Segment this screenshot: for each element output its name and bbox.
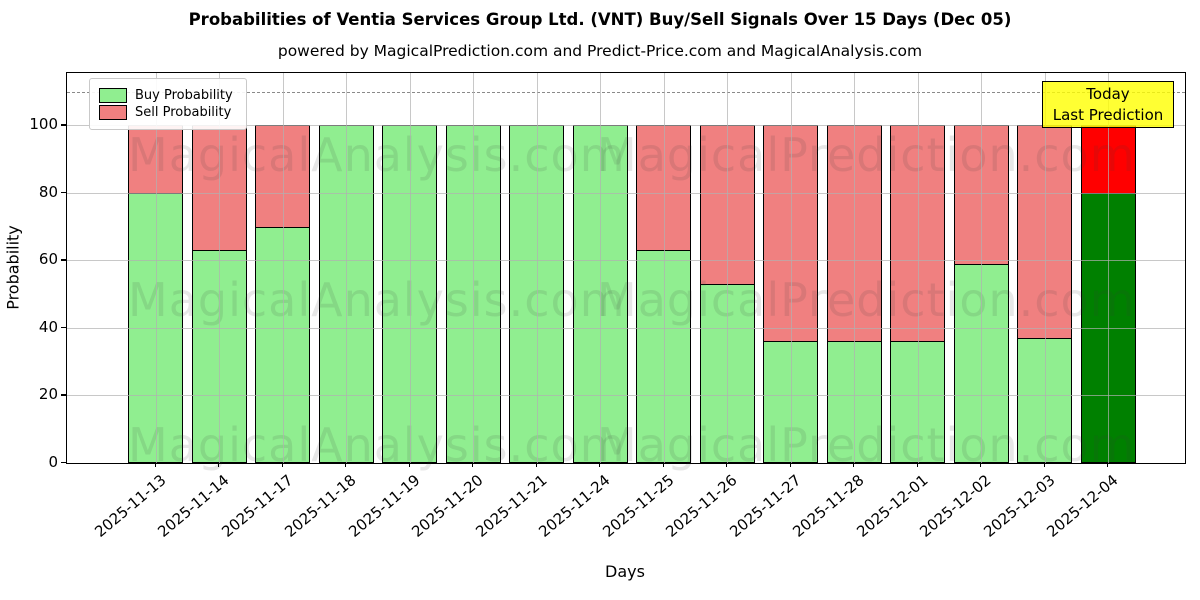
gridline-vertical <box>727 73 728 463</box>
legend-label-sell: Sell Probability <box>135 105 232 120</box>
legend-swatch-buy <box>99 88 127 103</box>
x-tick-mark <box>218 462 220 467</box>
gridline-vertical <box>917 73 919 463</box>
plot-area: Buy Probability Sell Probability Today L… <box>66 72 1186 464</box>
y-tick-mark <box>61 191 66 194</box>
x-tick-mark <box>281 462 283 467</box>
y-tick-mark <box>61 326 66 329</box>
gridline-vertical <box>1044 73 1046 463</box>
x-tick-mark <box>853 462 855 467</box>
gridline-vertical <box>790 73 792 463</box>
gridline-horizontal <box>67 260 1185 262</box>
y-tick-label: 80 <box>38 182 58 201</box>
x-tick-mark <box>472 462 474 467</box>
x-tick-mark <box>535 462 537 467</box>
gridline-horizontal <box>67 327 1185 329</box>
gridline-vertical <box>219 73 220 463</box>
x-tick-mark <box>154 462 156 467</box>
y-tick-label: 100 <box>29 115 58 134</box>
legend: Buy Probability Sell Probability <box>89 78 247 130</box>
watermark-analysis: MagicalAnalysis.com <box>128 418 626 472</box>
x-tick-mark <box>1107 462 1109 467</box>
gridline-horizontal <box>67 192 1185 194</box>
gridline-vertical <box>282 73 284 463</box>
legend-item-buy: Buy Probability <box>99 88 237 103</box>
legend-item-sell: Sell Probability <box>99 105 237 120</box>
y-tick-label: 0 <box>48 453 58 471</box>
gridline-vertical <box>663 73 665 463</box>
gridline-horizontal <box>67 395 1185 397</box>
y-tick-mark <box>61 259 66 261</box>
y-tick-label: 20 <box>38 385 58 404</box>
y-tick-mark <box>61 394 66 396</box>
today-annotation-box: Today Last Prediction <box>1042 81 1174 128</box>
gridline-vertical <box>409 73 411 463</box>
gridline-vertical <box>346 73 347 463</box>
y-tick-label: 60 <box>38 250 58 269</box>
y-tick-mark <box>61 124 66 126</box>
annotation-line-1: Today <box>1086 85 1130 103</box>
gridline-vertical <box>600 73 601 463</box>
gridline-horizontal <box>67 125 1185 127</box>
x-tick-mark <box>408 462 410 467</box>
x-tick-mark <box>1043 462 1045 467</box>
x-tick-mark <box>345 462 347 467</box>
x-tick-mark <box>789 462 791 467</box>
y-tick-mark <box>61 462 66 464</box>
x-tick-mark <box>599 462 601 467</box>
gridline-vertical <box>473 73 474 463</box>
y-tick-label: 40 <box>38 317 58 336</box>
watermark-prediction: MagicalPrediction.com <box>597 128 1136 182</box>
annotation-line-2: Last Prediction <box>1052 106 1164 124</box>
x-tick-mark <box>726 462 728 467</box>
x-axis-label: Days <box>605 562 645 581</box>
gridline-vertical <box>854 73 855 463</box>
legend-swatch-sell <box>99 105 127 120</box>
watermark-prediction: MagicalPrediction.com <box>597 273 1136 327</box>
x-tick-mark <box>980 462 982 467</box>
x-tick-mark <box>662 462 664 467</box>
gridline-vertical <box>981 73 982 463</box>
watermark-prediction: MagicalPrediction.com <box>597 418 1136 472</box>
watermark-analysis: MagicalAnalysis.com <box>128 273 626 327</box>
chart-subtitle: powered by MagicalPrediction.com and Pre… <box>277 42 923 60</box>
gridline-vertical <box>155 73 157 463</box>
x-tick-mark <box>916 462 918 467</box>
gridline-vertical <box>536 73 538 463</box>
chart-title: Probabilities of Ventia Services Group L… <box>188 10 1012 29</box>
watermark-analysis: MagicalAnalysis.com <box>128 128 626 182</box>
gridline-vertical <box>1108 73 1109 463</box>
dashed-threshold-line <box>67 91 1185 93</box>
legend-label-buy: Buy Probability <box>135 88 233 103</box>
